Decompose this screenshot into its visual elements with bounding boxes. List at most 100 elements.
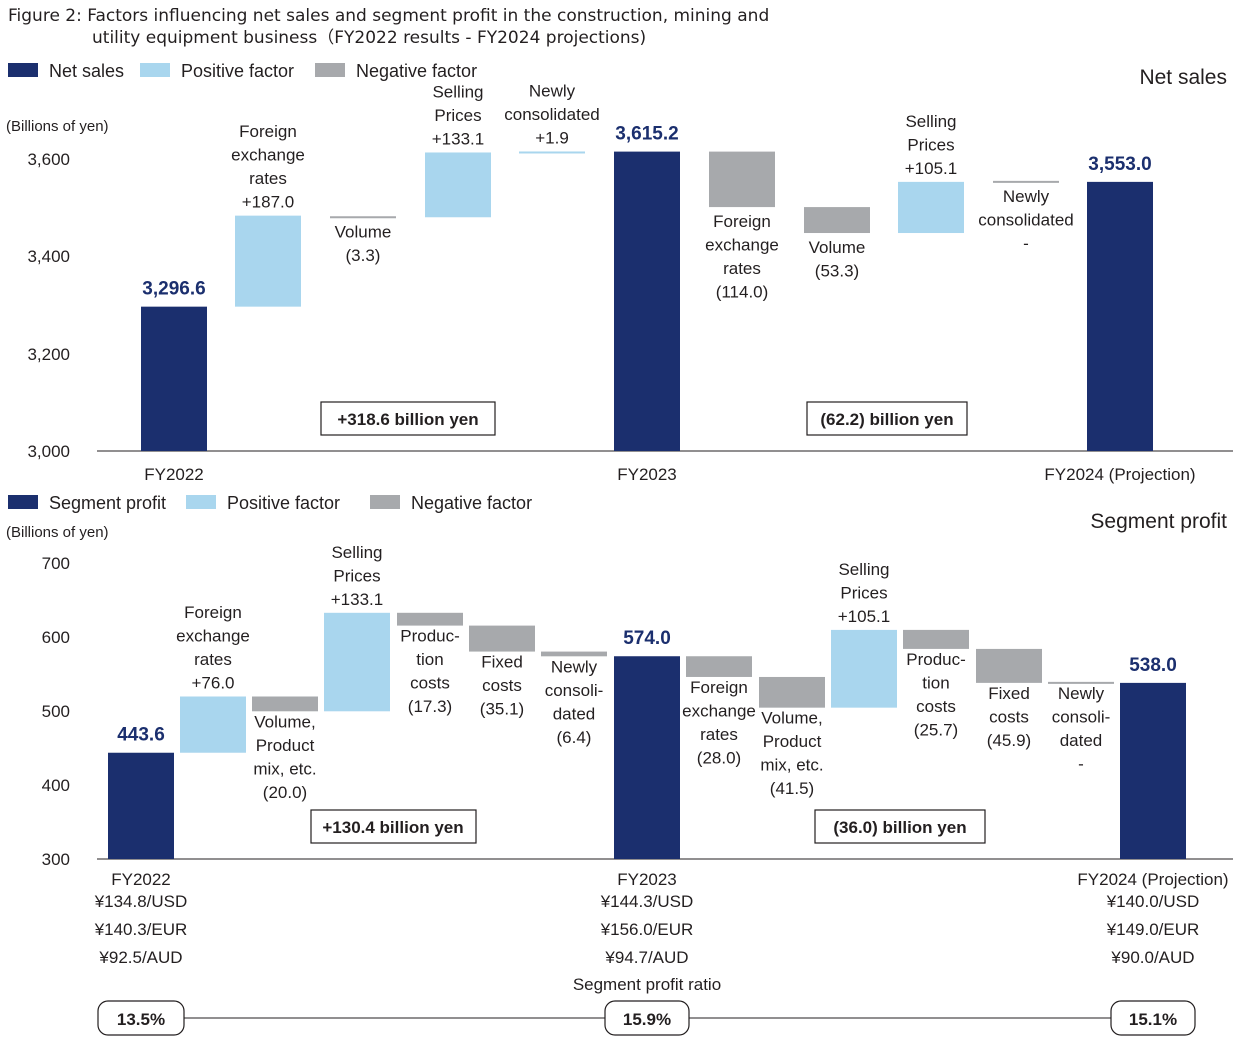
factor-label: consoli-	[1052, 707, 1111, 726]
waterfall-bar-total	[1120, 682, 1186, 859]
waterfall-bar-negative	[686, 656, 752, 677]
factor-label: consolidated	[504, 105, 599, 124]
exchange-rate-eur: ¥149.0/EUR	[1106, 920, 1200, 939]
profit-ratio-label: Segment profit ratio	[573, 975, 721, 994]
factor-label: consoli-	[545, 681, 604, 700]
legend-label-segment-profit: Segment profit	[49, 493, 166, 513]
segment-profit-legend: Segment profit Positive factor Negative …	[8, 493, 532, 513]
net-sales-ytick: 3,400	[27, 247, 70, 266]
factor-label: -	[1078, 754, 1084, 773]
factor-label: Newly	[529, 81, 576, 100]
factor-label: (114.0)	[716, 283, 769, 302]
segment-profit-ytick: 600	[42, 628, 70, 647]
factor-label: (25.7)	[914, 720, 958, 739]
legend-swatch-negative	[370, 495, 400, 509]
factor-label: -	[1023, 234, 1029, 253]
factor-label: mix, etc.	[253, 759, 316, 778]
factor-label: Prices	[907, 135, 954, 154]
waterfall-bar-negative	[903, 629, 969, 649]
waterfall-bar-negative	[759, 676, 825, 708]
exchange-rate-usd: ¥144.3/USD	[600, 892, 694, 911]
legend-label-negative: Negative factor	[411, 493, 532, 513]
profit-ratio-value: 13.5%	[117, 1010, 165, 1029]
legend-label-positive: Positive factor	[227, 493, 340, 513]
factor-label: Newly	[1003, 187, 1050, 206]
factor-label: mix, etc.	[760, 756, 823, 775]
waterfall-bar-negative	[976, 648, 1042, 683]
factor-label: (41.5)	[770, 779, 814, 798]
factor-label: Produc-	[906, 650, 966, 669]
factor-label: tion	[416, 650, 443, 669]
factor-label: Newly	[1058, 684, 1105, 703]
exchange-rate-eur: ¥140.3/EUR	[94, 920, 188, 939]
segment-profit-ytick: 700	[42, 554, 70, 573]
net-sales-change-box	[320, 401, 496, 436]
net-sales-unit-label: (Billions of yen)	[6, 118, 109, 135]
waterfall-bar-positive	[898, 181, 964, 234]
net-sales-change-box	[806, 401, 968, 436]
factor-label: tion	[922, 673, 949, 692]
factor-label: Foreign	[690, 678, 748, 697]
waterfall-bar-positive	[180, 696, 246, 753]
exchange-rate-usd: ¥140.0/USD	[1106, 892, 1200, 911]
factor-label: Volume,	[761, 709, 822, 728]
segment-profit-ytick: 300	[42, 850, 70, 869]
waterfall-bar-total	[141, 306, 207, 451]
factor-label: Foreign	[184, 603, 242, 622]
net-sales-ytick: 3,200	[27, 345, 70, 364]
segment-profit-unit-label: (Billions of yen)	[6, 524, 109, 541]
factor-label: Fixed	[988, 684, 1030, 703]
factor-label: (20.0)	[263, 783, 307, 802]
factor-label: Newly	[551, 657, 598, 676]
factor-label: rates	[194, 650, 232, 669]
net-sales-category-label: FY2023	[617, 465, 677, 484]
total-value-label: 3,296.6	[142, 279, 205, 300]
waterfall-bar-positive	[235, 215, 301, 307]
factor-label: (35.1)	[480, 700, 524, 719]
factor-label: Volume,	[254, 712, 315, 731]
factor-label: (6.4)	[557, 728, 592, 747]
exchange-rate-aud: ¥90.0/AUD	[1110, 948, 1194, 967]
exchange-rate-aud: ¥94.7/AUD	[604, 948, 688, 967]
net-sales-bars: 3,296.6 Foreign exchange rates +187.0 Volume (…	[141, 81, 1153, 451]
waterfall-bar-negative	[804, 207, 870, 234]
factor-label: Volume	[809, 238, 866, 257]
factor-label: Volume	[335, 222, 392, 241]
segment-profit-change-box	[814, 809, 986, 844]
legend-swatch-segment-profit	[8, 495, 38, 509]
factor-label: rates	[723, 259, 761, 278]
factor-label: Product	[763, 732, 822, 751]
segment-profit-ytick: 400	[42, 776, 70, 795]
exchange-rate-usd: ¥134.8/USD	[94, 892, 188, 911]
segment-profit-ytick: 500	[42, 702, 70, 721]
factor-label: consolidated	[978, 210, 1073, 229]
total-value-label: 3,615.2	[615, 124, 678, 145]
factor-label: +105.1	[905, 159, 957, 178]
factor-label: dated	[553, 704, 596, 723]
segment-profit-change-box	[310, 809, 477, 844]
segment-profit-category-label: FY2023	[617, 870, 677, 889]
waterfall-bar-negative	[709, 151, 775, 208]
segment-profit-bars: 443.6 Foreign exchange rates +76.0 Volume, Pro…	[108, 543, 1186, 859]
waterfall-bar-total	[614, 151, 680, 451]
total-value-label: 443.6	[117, 725, 165, 746]
factor-label: Prices	[840, 583, 887, 602]
net-sales-category-label: FY2024 (Projection)	[1044, 465, 1195, 484]
factor-label: +105.1	[838, 607, 890, 626]
net-sales-legend: Net sales Positive factor Negative facto…	[8, 61, 477, 81]
factor-label: Selling	[331, 543, 382, 562]
net-sales-section-title: Net sales	[1139, 66, 1227, 89]
waterfall-bar-negative	[1048, 681, 1114, 684]
waterfall-bar-negative	[993, 180, 1059, 183]
waterfall-bar-total	[1087, 181, 1153, 451]
segment-profit-change-box-label: +130.4 billion yen	[322, 818, 463, 837]
waterfall-bar-negative	[330, 216, 396, 219]
factor-label: Foreign	[239, 122, 297, 141]
waterfall-bar-total	[108, 752, 174, 859]
waterfall-bar-negative	[541, 651, 607, 657]
factor-label: exchange	[705, 236, 779, 255]
net-sales-ytick: 3,000	[27, 442, 70, 461]
factor-label: Selling	[432, 82, 483, 101]
segment-profit-section-title: Segment profit	[1090, 510, 1227, 533]
